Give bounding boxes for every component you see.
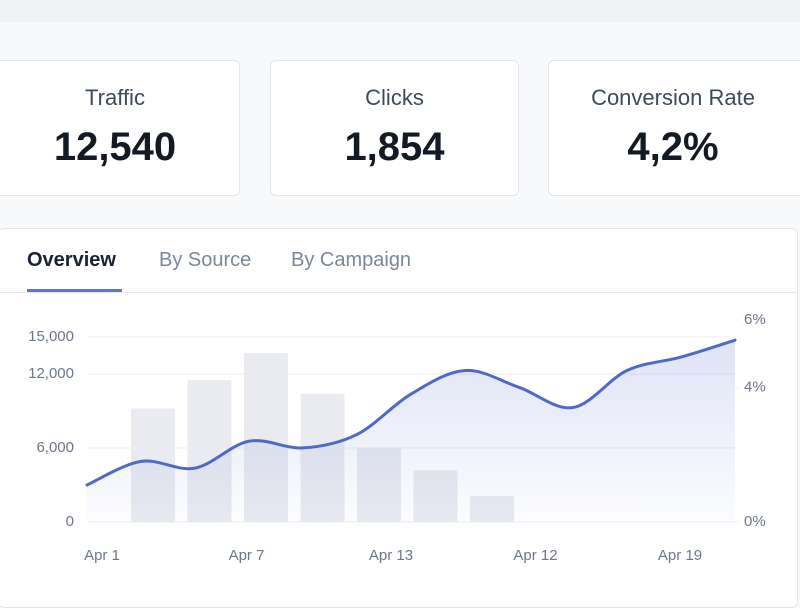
tab[interactable]: By Campaign [291,249,412,271]
y2-tick-label: 0% [744,513,766,530]
y-tick-label: 12,000 [28,365,74,382]
line [85,338,737,487]
y2-tick-label: 4% [744,378,766,395]
kpi-card: Clicks 1,854 [270,60,519,196]
kpi-card: Traffic 12,540 [0,60,240,196]
top-bar [0,0,800,22]
tab[interactable]: By Source [159,249,252,271]
kpi-value: 4,2% [627,125,719,169]
y-tick-label: 6,000 [36,439,74,456]
y-tick-label: 15,000 [28,328,74,345]
kpi-value: 1,854 [344,125,445,169]
kpi-label: Conversion Rate [591,85,755,110]
x-tick-label: Apr 7 [229,547,265,564]
x-tick-label: Apr 19 [658,547,702,564]
kpi-label: Clicks [365,85,424,110]
tab[interactable]: Overview [27,249,116,271]
x-tick-label: Apr 1 [84,547,120,564]
tab-bar: Overview By Source By Campaign [0,229,797,293]
kpi-label: Traffic [85,85,145,110]
x-tick-label: Apr 13 [369,547,413,564]
y-tick-label: 0 [66,513,74,530]
y2-tick-label: 6% [744,311,766,328]
kpi-card: Conversion Rate 4,2% [548,60,800,196]
kpi-value: 12,540 [53,125,177,169]
area [87,340,735,522]
active-tab-indicator [27,289,122,292]
x-tick-label: Apr 12 [513,547,557,564]
